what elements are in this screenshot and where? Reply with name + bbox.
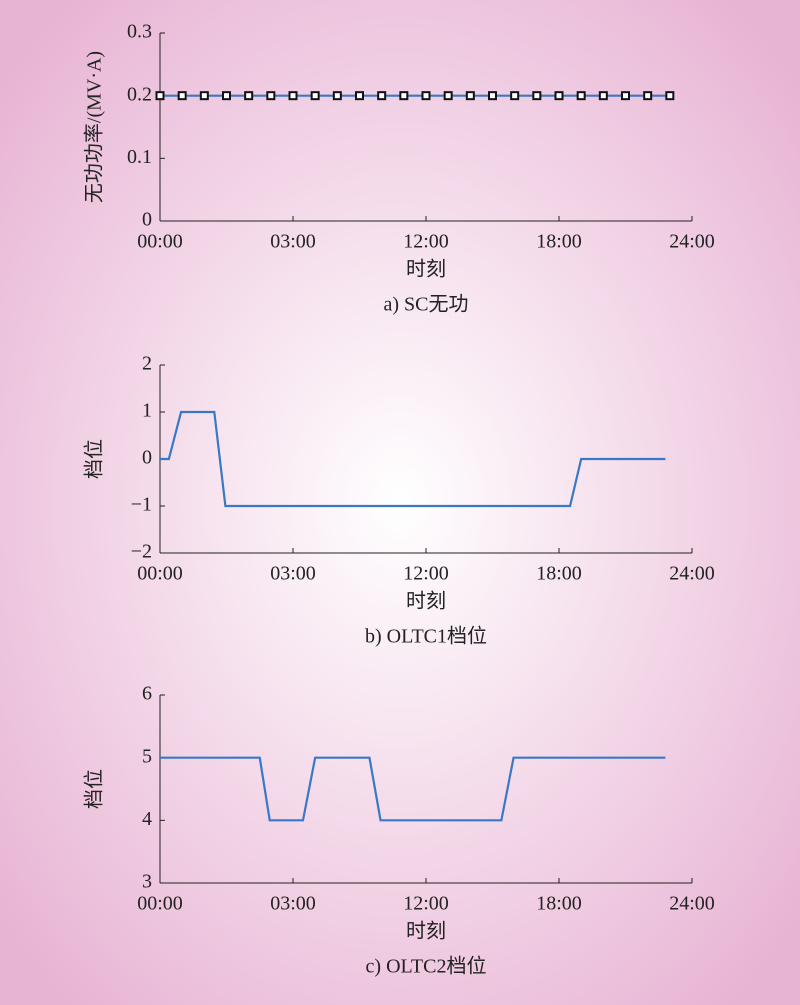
marker <box>465 91 475 101</box>
marker <box>310 91 320 101</box>
caption: b) OLTC1档位 <box>365 625 487 648</box>
y-tick-label: 6 <box>142 683 152 705</box>
marker <box>532 91 542 101</box>
x-tick-label: 12:00 <box>403 563 449 585</box>
y-tick-label: 0 <box>142 209 152 231</box>
marker <box>332 91 342 101</box>
y-tick-label: 2 <box>142 353 152 375</box>
x-axis-label: 时刻 <box>406 590 446 613</box>
marker <box>288 91 298 101</box>
x-tick-label: 24:00 <box>669 231 715 253</box>
y-tick-label: −2 <box>131 541 152 563</box>
x-tick-label: 18:00 <box>536 563 582 585</box>
y-tick-label: 0.3 <box>127 21 152 43</box>
caption: a) SC无功 <box>384 293 469 316</box>
marker <box>399 91 409 101</box>
y-tick-label: 5 <box>142 745 152 767</box>
marker <box>576 91 586 101</box>
y-tick-label: 0.1 <box>127 146 152 168</box>
x-tick-label: 03:00 <box>270 563 316 585</box>
x-tick-label: 18:00 <box>536 231 582 253</box>
marker <box>222 91 231 101</box>
x-axis-label: 时刻 <box>406 920 446 943</box>
y-tick-label: 3 <box>142 871 152 893</box>
marker <box>199 91 209 101</box>
y-axis-label: 档位 <box>83 769 106 809</box>
series-line <box>160 756 666 822</box>
y-axis-label: 无功功率/(MV·A) <box>83 51 106 203</box>
y-axis-label: 档位 <box>83 439 106 479</box>
x-tick-label: 03:00 <box>270 893 316 915</box>
marker <box>355 91 364 101</box>
marker <box>155 91 165 101</box>
marker <box>598 91 608 101</box>
x-tick-label: 00:00 <box>137 231 183 253</box>
y-tick-label: 0 <box>142 447 152 469</box>
x-tick-label: 24:00 <box>669 563 715 585</box>
x-tick-label: 18:00 <box>536 893 582 915</box>
marker <box>643 91 653 101</box>
x-tick-label: 12:00 <box>403 893 449 915</box>
y-tick-label: 1 <box>142 400 152 422</box>
marker <box>177 91 187 101</box>
marker <box>488 91 497 101</box>
caption: c) OLTC2档位 <box>366 955 487 978</box>
marker <box>510 91 520 101</box>
x-tick-label: 12:00 <box>403 231 449 253</box>
marker <box>421 91 431 101</box>
marker <box>377 91 387 101</box>
marker <box>443 91 453 101</box>
x-tick-label: 24:00 <box>669 893 715 915</box>
y-tick-label: −1 <box>131 494 152 516</box>
marker <box>665 91 675 101</box>
marker <box>244 91 254 101</box>
x-tick-label: 00:00 <box>137 563 183 585</box>
marker <box>554 91 564 101</box>
x-tick-label: 00:00 <box>137 893 183 915</box>
series-line <box>160 410 666 508</box>
y-tick-label: 4 <box>142 808 152 830</box>
y-tick-label: 0.2 <box>127 83 152 105</box>
x-tick-label: 03:00 <box>270 231 316 253</box>
marker <box>266 91 276 101</box>
marker <box>621 91 630 101</box>
x-axis-label: 时刻 <box>406 258 446 281</box>
